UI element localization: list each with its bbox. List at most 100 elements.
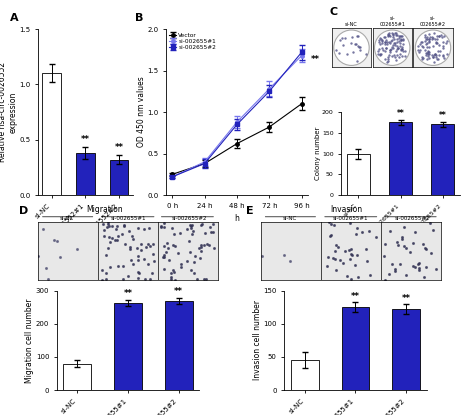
Text: **: ** — [115, 143, 124, 152]
Circle shape — [374, 30, 410, 66]
Point — [395, 33, 403, 40]
Circle shape — [334, 30, 369, 66]
Point — [348, 34, 356, 41]
X-axis label: h: h — [235, 214, 239, 223]
Point — [437, 48, 444, 54]
Point — [356, 46, 364, 53]
Point — [432, 53, 439, 60]
Point — [385, 30, 393, 37]
Point — [383, 39, 391, 45]
Point — [381, 56, 389, 63]
Text: **: ** — [397, 109, 404, 118]
Y-axis label: OD 450 nm values: OD 450 nm values — [137, 77, 146, 147]
Point — [353, 32, 361, 39]
Text: Invasion: Invasion — [330, 205, 362, 215]
Point — [432, 40, 440, 47]
Point — [439, 43, 447, 50]
Point — [384, 33, 392, 39]
Text: A: A — [9, 13, 18, 23]
Point — [385, 32, 393, 39]
Point — [349, 49, 356, 56]
Point — [376, 41, 384, 47]
Point — [337, 37, 344, 43]
Point — [394, 45, 401, 51]
Point — [423, 35, 431, 42]
Point — [428, 33, 436, 40]
Point — [395, 54, 402, 60]
Point — [430, 59, 438, 65]
Bar — [165, 301, 192, 390]
Point — [389, 30, 396, 37]
Point — [423, 49, 431, 56]
Point — [442, 40, 450, 46]
Point — [424, 48, 432, 55]
Y-axis label: Migration cell number: Migration cell number — [25, 298, 34, 383]
Point — [389, 34, 397, 40]
Point — [352, 41, 359, 47]
Point — [437, 32, 445, 39]
Text: si-002655#2: si-002655#2 — [394, 216, 430, 221]
Point — [378, 37, 386, 44]
Text: **: ** — [439, 111, 447, 120]
Point — [429, 43, 437, 49]
Point — [432, 39, 440, 46]
Point — [389, 45, 396, 51]
Text: si-
002655#1: si- 002655#1 — [379, 17, 405, 27]
Y-axis label: Relative hsa-circ-0026552
expression: Relative hsa-circ-0026552 expression — [0, 62, 18, 162]
Point — [424, 53, 432, 60]
Text: **: ** — [401, 294, 410, 303]
Bar — [389, 122, 412, 195]
Point — [378, 36, 385, 42]
Point — [435, 42, 443, 48]
Point — [386, 33, 394, 40]
Point — [388, 36, 396, 43]
Point — [355, 43, 362, 49]
Point — [424, 51, 432, 58]
Point — [428, 52, 436, 59]
Text: E: E — [246, 206, 254, 216]
Point — [443, 38, 451, 44]
Point — [435, 33, 443, 39]
Point — [386, 47, 393, 54]
Bar — [42, 73, 61, 195]
Point — [398, 46, 406, 52]
Y-axis label: Invasion cell number: Invasion cell number — [253, 300, 262, 380]
Point — [381, 40, 389, 47]
Point — [396, 32, 403, 39]
Point — [399, 40, 407, 47]
Point — [399, 46, 406, 52]
Point — [428, 35, 436, 42]
Point — [392, 40, 399, 46]
Point — [378, 38, 385, 44]
Point — [397, 45, 405, 52]
Point — [384, 31, 392, 38]
Point — [375, 39, 383, 46]
Point — [399, 37, 407, 44]
Point — [396, 50, 403, 57]
Point — [430, 51, 438, 58]
Point — [415, 48, 423, 55]
Bar — [64, 364, 91, 390]
Bar — [346, 154, 370, 195]
Point — [419, 55, 427, 61]
Point — [434, 55, 442, 62]
Point — [423, 56, 431, 63]
Point — [394, 44, 402, 51]
Point — [424, 43, 431, 50]
Point — [396, 43, 404, 49]
Point — [385, 55, 392, 62]
Text: **: ** — [351, 292, 360, 301]
Point — [338, 35, 346, 42]
Point — [414, 46, 422, 53]
Point — [426, 44, 433, 51]
Point — [392, 47, 400, 54]
Point — [399, 35, 407, 42]
Point — [362, 51, 370, 57]
Point — [386, 40, 393, 46]
Point — [433, 35, 440, 42]
Point — [416, 46, 423, 53]
Point — [382, 45, 390, 52]
Point — [379, 44, 386, 51]
Point — [419, 56, 426, 63]
Point — [375, 37, 383, 44]
